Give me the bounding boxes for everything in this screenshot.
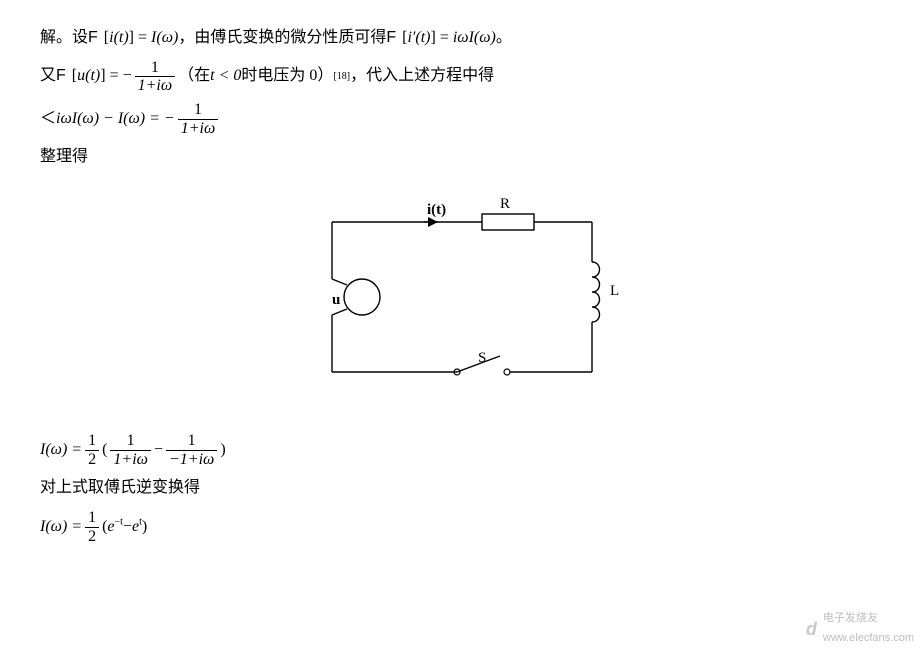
circuit-diagram: i(t) R L u S: [40, 192, 884, 402]
minus-1: −: [154, 436, 163, 465]
frac-1b: 1 1+iω: [178, 101, 219, 137]
lparen: (: [102, 436, 107, 465]
label-S: S: [478, 350, 486, 366]
math-deriv: F [i′(t)] = iωI(ω): [386, 24, 496, 53]
citation-18: [18]: [333, 68, 350, 86]
text-inverse: 对上式取傅氏逆变换得: [40, 474, 200, 503]
eq3-lhs: I(ω) =: [40, 436, 82, 465]
frac-half-2: 1 2: [85, 509, 99, 545]
watermark-brand: 电子发烧友 www.elecfans.com: [823, 609, 914, 649]
line-5: I(ω) = 1 2 ( 1 1+iω − 1 −1+iω ): [40, 432, 884, 468]
text-paren-open: （在: [178, 62, 210, 91]
frac-3: 1 −1+iω: [166, 432, 217, 468]
line-2: 又 F [u(t)] = − 1 1+iω （在 t < 0 时电压为 0） […: [40, 59, 884, 95]
label-it: i(t): [427, 202, 446, 218]
text-sub: ，代入上述方程中得: [350, 62, 494, 91]
label-R: R: [500, 196, 510, 212]
eq2-lhs: iωI(ω) − I(ω) = −: [56, 105, 175, 134]
lt-sym: ＜: [40, 105, 56, 134]
watermark-logo-icon: d: [806, 613, 817, 645]
minus-2: −: [123, 513, 132, 542]
line-6: 对上式取傅氏逆变换得: [40, 474, 884, 503]
line-1: 解。设 F [i(t)] = I(ω) ，由傅氏变换的微分性质可得 F [i′(…: [40, 24, 884, 53]
frac-2: 1 1+iω: [110, 432, 151, 468]
text-arrange: 整理得: [40, 143, 88, 172]
line-7: I(ω) = 1 2 ( e−t − et ): [40, 509, 884, 545]
eq4-lhs: I(ω) =: [40, 513, 82, 542]
rparen-2: ): [142, 513, 147, 542]
text-volt0: 时电压为 0）: [241, 62, 333, 91]
e-t: et: [132, 513, 142, 542]
text-you: 又: [40, 62, 56, 91]
math-set-lhs: F [i(t)] = I(ω): [88, 24, 178, 53]
e-minus-t: e−t: [107, 513, 123, 542]
text-period: 。: [496, 24, 512, 53]
label-u: u: [332, 292, 340, 308]
math-ut: F [u(t)] = −: [56, 62, 132, 91]
circuit-svg: i(t) R L u S: [292, 192, 632, 402]
line-4: 整理得: [40, 143, 884, 172]
text-mid: ，由傅氏变换的微分性质可得: [178, 24, 386, 53]
label-L: L: [610, 283, 619, 299]
line-3: ＜ iωI(ω) − I(ω) = − 1 1+iω: [40, 101, 884, 137]
watermark: d 电子发烧友 www.elecfans.com: [806, 609, 914, 649]
rparen: ): [220, 436, 225, 465]
frac-1: 1 1+iω: [135, 59, 176, 95]
text-prefix: 解。设: [40, 24, 88, 53]
math-tlt0: t < 0: [210, 62, 241, 91]
frac-half: 1 2: [85, 432, 99, 468]
